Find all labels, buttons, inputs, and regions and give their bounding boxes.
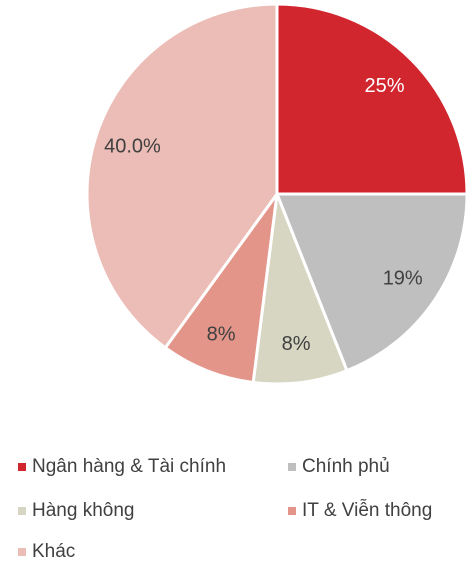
legend-swatch [18,548,26,556]
legend-item: Hàng không [18,500,134,522]
data-label: 25% [364,75,404,97]
legend-label: Khác [32,541,76,562]
legend-label: Hàng không [32,500,135,521]
legend-swatch [18,507,26,515]
legend-item: Chính phủ [288,456,390,478]
legend-label: IT & Viễn thông [302,500,433,521]
pie-slice [85,2,279,350]
legend-item: Ngân hàng & Tài chính [18,456,226,478]
pie-slice [163,193,279,385]
pie-slice [251,193,349,386]
legend-swatch [288,507,296,515]
data-label: 19% [383,268,423,290]
legend-label: Ngân hàng & Tài chính [32,456,227,477]
data-label: 8% [282,333,311,355]
data-label: 40.0% [104,135,161,157]
pie-slice [275,2,469,196]
legend-item: Khác [18,541,75,563]
chart: 25% 19% 8% 8% 40.0% [85,2,469,386]
data-label: 8% [207,324,236,346]
legend-item: IT & Viễn thông [288,500,432,522]
legend-swatch [288,463,296,471]
pie-slice [274,192,469,373]
legend-swatch [18,463,26,471]
legend-label: Chính phủ [302,456,390,477]
